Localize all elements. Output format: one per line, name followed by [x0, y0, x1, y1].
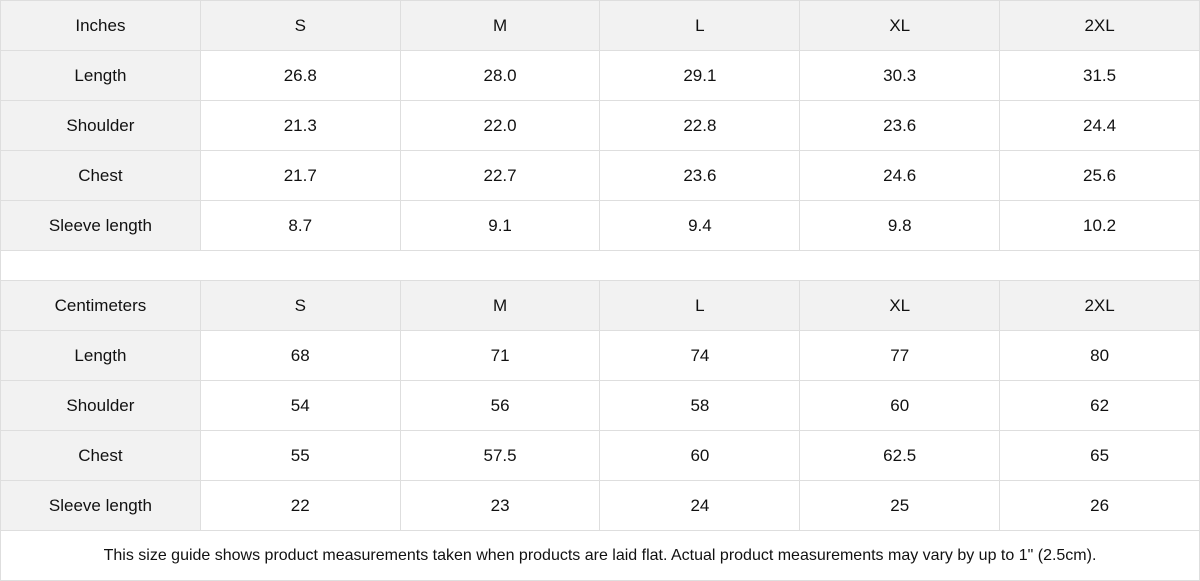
measurement-label: Sleeve length	[0, 200, 201, 251]
measurement-label: Length	[0, 50, 201, 101]
measurement-value: 62	[999, 380, 1200, 431]
measurement-value: 77	[799, 330, 1001, 381]
measurement-value: 71	[399, 330, 601, 381]
measurement-value: 26	[999, 480, 1200, 531]
measurement-label: Chest	[0, 150, 201, 201]
size-header: L	[599, 280, 801, 331]
size-header: M	[399, 280, 601, 331]
measurement-value: 23.6	[799, 100, 1001, 151]
size-header: M	[399, 0, 601, 51]
table-row: Sleeve length 8.7 9.1 9.4 9.8 10.2	[0, 200, 1200, 251]
measurement-value: 9.8	[799, 200, 1001, 251]
table-row: Length 26.8 28.0 29.1 30.3 31.5	[0, 50, 1200, 101]
unit-header: Inches	[0, 0, 201, 51]
table-row: Chest 55 57.5 60 62.5 65	[0, 430, 1200, 481]
measurement-value: 58	[599, 380, 801, 431]
measurement-value: 74	[599, 330, 801, 381]
table-row: Length 68 71 74 77 80	[0, 330, 1200, 381]
note-row: This size guide shows product measuremen…	[0, 530, 1200, 581]
measurement-value: 22.7	[399, 150, 601, 201]
size-header: 2XL	[999, 280, 1200, 331]
measurement-label: Shoulder	[0, 380, 201, 431]
measurement-value: 21.7	[199, 150, 401, 201]
measurement-label: Length	[0, 330, 201, 381]
size-header: XL	[799, 280, 1001, 331]
measurement-value: 9.4	[599, 200, 801, 251]
size-header: 2XL	[999, 0, 1200, 51]
size-guide-note: This size guide shows product measuremen…	[0, 530, 1200, 581]
measurement-value: 68	[199, 330, 401, 381]
measurement-value: 60	[799, 380, 1001, 431]
measurement-value: 9.1	[399, 200, 601, 251]
measurement-value: 60	[599, 430, 801, 481]
measurement-value: 62.5	[799, 430, 1001, 481]
measurement-value: 25	[799, 480, 1001, 531]
size-header: S	[199, 280, 401, 331]
table-spacer	[0, 250, 1200, 281]
measurement-value: 80	[999, 330, 1200, 381]
measurement-value: 24	[599, 480, 801, 531]
table-row: Shoulder 54 56 58 60 62	[0, 380, 1200, 431]
measurement-value: 8.7	[199, 200, 401, 251]
measurement-value: 23	[399, 480, 601, 531]
measurement-value: 26.8	[199, 50, 401, 101]
measurement-value: 24.6	[799, 150, 1001, 201]
measurement-value: 22.0	[399, 100, 601, 151]
measurement-value: 31.5	[999, 50, 1200, 101]
measurement-label: Shoulder	[0, 100, 201, 151]
measurement-value: 55	[199, 430, 401, 481]
measurement-value: 25.6	[999, 150, 1200, 201]
header-row: Centimeters S M L XL 2XL	[0, 280, 1200, 331]
measurement-value: 54	[199, 380, 401, 431]
measurement-value: 65	[999, 430, 1200, 481]
unit-header: Centimeters	[0, 280, 201, 331]
size-header: XL	[799, 0, 1001, 51]
header-row: Inches S M L XL 2XL	[0, 0, 1200, 51]
table-row: Chest 21.7 22.7 23.6 24.6 25.6	[0, 150, 1200, 201]
measurement-value: 21.3	[199, 100, 401, 151]
size-header: L	[599, 0, 801, 51]
measurement-value: 29.1	[599, 50, 801, 101]
measurement-value: 22	[199, 480, 401, 531]
table-row: Shoulder 21.3 22.0 22.8 23.6 24.4	[0, 100, 1200, 151]
measurement-value: 57.5	[399, 430, 601, 481]
measurement-value: 30.3	[799, 50, 1001, 101]
measurement-label: Sleeve length	[0, 480, 201, 531]
measurement-value: 28.0	[399, 50, 601, 101]
measurement-value: 22.8	[599, 100, 801, 151]
measurement-label: Chest	[0, 430, 201, 481]
size-header: S	[199, 0, 401, 51]
measurement-value: 23.6	[599, 150, 801, 201]
table-row: Sleeve length 22 23 24 25 26	[0, 480, 1200, 531]
measurement-value: 10.2	[999, 200, 1200, 251]
measurement-value: 24.4	[999, 100, 1200, 151]
measurement-value: 56	[399, 380, 601, 431]
spacer-cell	[0, 250, 1200, 281]
